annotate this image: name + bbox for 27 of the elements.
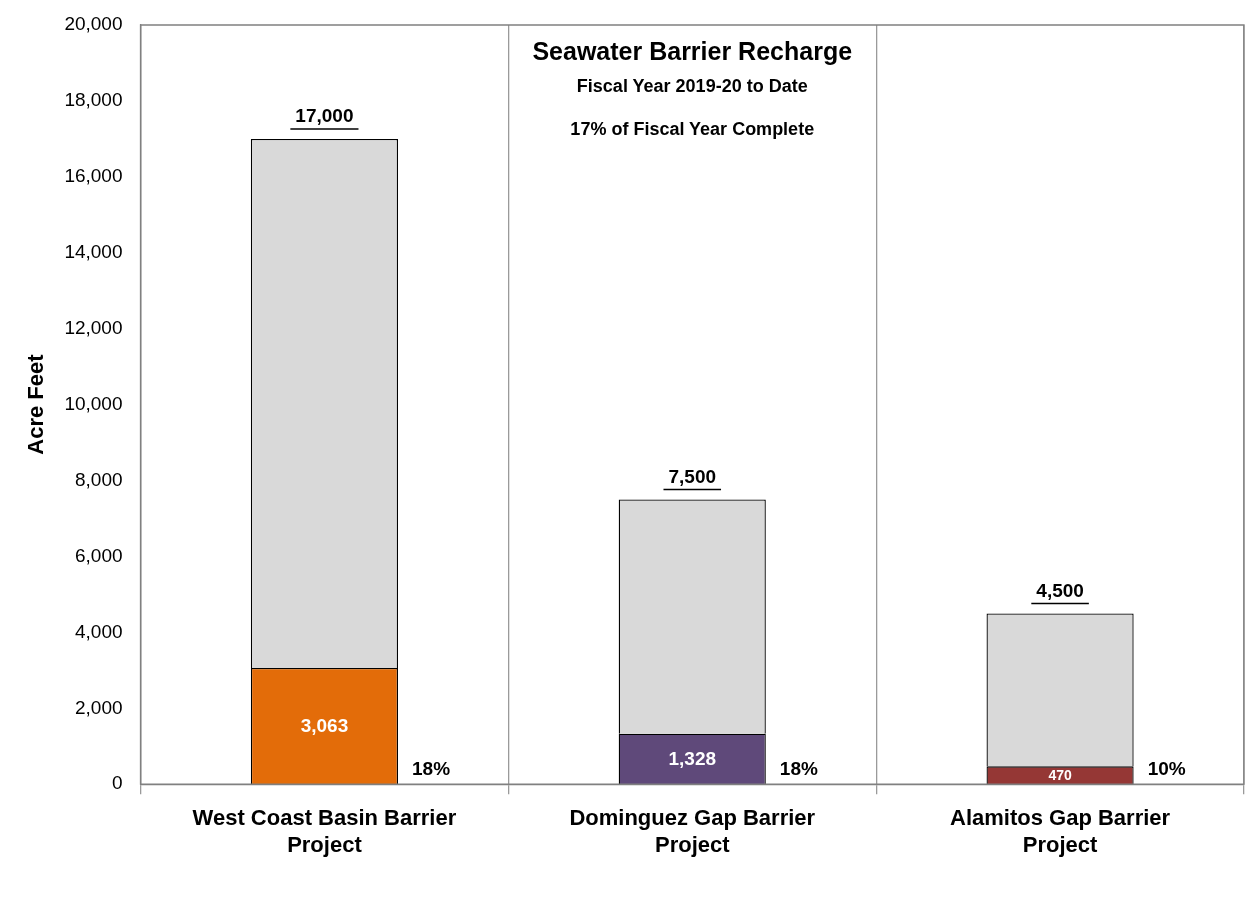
total-label: 17,000 — [295, 105, 354, 127]
annotation: 18% — [779, 758, 818, 780]
total-label: 7,500 — [668, 465, 717, 487]
y-tick-label: 14,000 — [64, 240, 123, 262]
y-axis-title: Acre Feet — [23, 353, 49, 455]
x-tick-label: West Coast Basin Barrier Project — [192, 805, 457, 857]
annotation: 18% — [411, 758, 451, 780]
y-tick-label: 16,000 — [64, 165, 123, 187]
annotation: 17% of Fiscal Year Complete — [570, 118, 815, 139]
text: Seawater Barrier Recharge — [532, 36, 853, 65]
data-label: 470 — [1048, 767, 1072, 784]
y-tick-label: 20,000 — [64, 13, 123, 35]
text: Fiscal Year 2019-20 to Date — [576, 75, 808, 96]
y-tick-label: 4,000 — [74, 620, 123, 642]
x-tick-label: Alamitos Gap Barrier Project — [950, 805, 1171, 857]
y-tick-label: 10,000 — [64, 392, 123, 414]
x-tick-label: Dominguez Gap Barrier Project — [569, 805, 816, 857]
y-tick-label: 18,000 — [64, 89, 123, 111]
data-label: 3,063 — [300, 715, 349, 737]
y-tick-label: 0 — [111, 772, 123, 794]
y-tick-label: 6,000 — [74, 544, 123, 566]
total-label: 4,500 — [1036, 579, 1084, 601]
annotation: 10% — [1147, 758, 1186, 780]
y-tick-label: 8,000 — [74, 468, 123, 490]
y-tick-label: 12,000 — [64, 316, 123, 338]
y-tick-label: 2,000 — [74, 696, 123, 718]
data-label: 1,328 — [668, 748, 717, 770]
